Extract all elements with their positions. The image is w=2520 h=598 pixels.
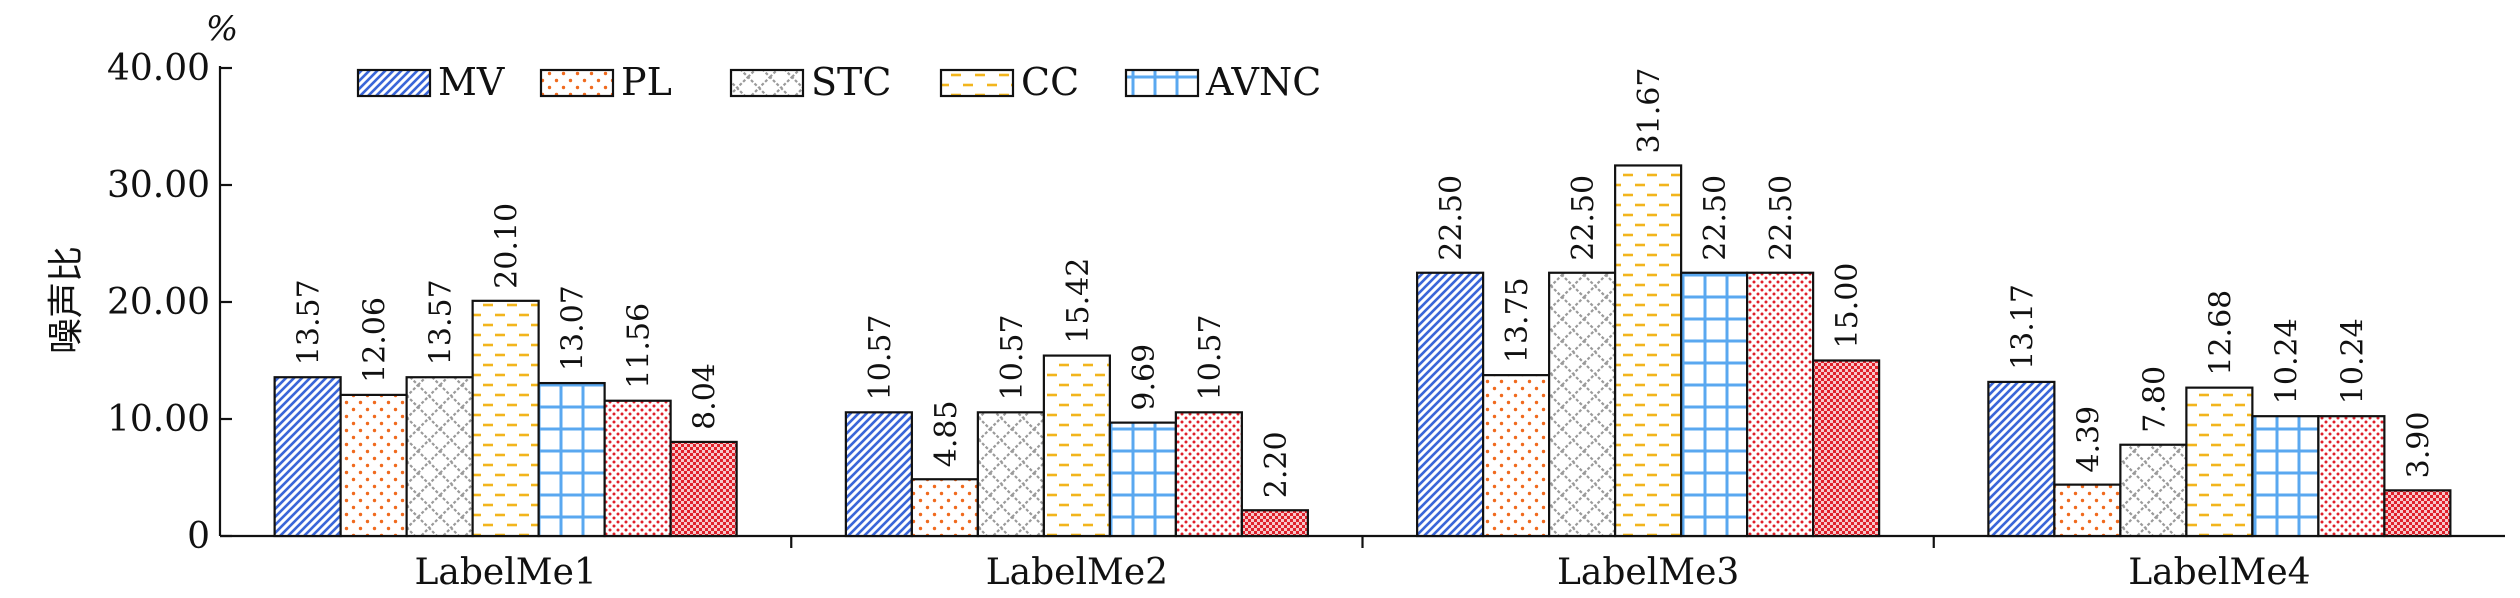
bar — [537, 381, 606, 538]
bar — [471, 299, 540, 538]
bars — [273, 164, 2452, 538]
bar — [1108, 421, 1177, 538]
legend-swatch — [939, 68, 1015, 98]
y-tick-label: 30.00 — [107, 165, 210, 206]
y-axis-title: 噪声比 — [46, 246, 87, 354]
bar-value-label: 4.85 — [929, 400, 964, 467]
legend-label: STC — [811, 60, 891, 104]
legend-label: CC — [1021, 60, 1079, 104]
bar-value-label: 31.67 — [1632, 68, 1667, 154]
legend-swatch — [356, 68, 432, 98]
bar — [1042, 354, 1111, 538]
y-axis: 0 10.00 20.00 30.00 40.00 — [107, 48, 232, 557]
legend-label: PL — [621, 60, 672, 104]
bar — [1416, 271, 1485, 538]
y-tick-label: 10.00 — [107, 399, 210, 440]
bar — [2119, 443, 2188, 538]
legend: MV PL STC CC AVNC — [356, 60, 1321, 104]
data-labels: 13.57 12.06 13.57 20.10 13.07 11.56 8.04 10.57 4… — [292, 68, 2437, 499]
bar-value-label: 22.50 — [1434, 175, 1469, 261]
bar — [2251, 415, 2320, 538]
bar — [976, 411, 1045, 538]
legend-label: MV — [438, 60, 505, 104]
bar-value-label: 8.04 — [688, 363, 723, 430]
y-tick-label: 0 — [187, 516, 210, 557]
bar — [2383, 489, 2452, 538]
legend-swatch — [729, 68, 805, 98]
y-unit-label: % — [206, 9, 238, 49]
bar-value-label: 15.42 — [1061, 258, 1096, 344]
bar-value-label: 10.57 — [863, 314, 898, 400]
bar-value-label: 22.50 — [1698, 175, 1733, 261]
bar-value-label: 15.00 — [1830, 263, 1865, 349]
bar-value-label: 9.69 — [1127, 344, 1162, 411]
bar-value-label: 11.56 — [622, 303, 657, 389]
bar — [1746, 271, 1815, 538]
bar-value-label: 10.24 — [2269, 318, 2304, 404]
bar-value-label: 22.50 — [1764, 175, 1799, 261]
bar-value-label: 10.57 — [995, 314, 1030, 400]
y-tick-label: 20.00 — [107, 282, 210, 323]
x-category-label: LabelMe3 — [1557, 552, 1739, 593]
bar-value-label: 3.90 — [2401, 412, 2436, 479]
bar — [1240, 509, 1309, 538]
legend-label: AVNC — [1205, 60, 1321, 104]
x-category-label: LabelMe2 — [986, 552, 1168, 593]
bar — [1548, 271, 1617, 538]
bar-value-label: 4.39 — [2071, 406, 2106, 473]
x-category-label: LabelMe4 — [2128, 552, 2310, 593]
bar-value-label: 13.57 — [424, 279, 459, 365]
bar — [603, 399, 672, 538]
bar — [2317, 415, 2386, 538]
bar — [910, 478, 979, 538]
bar — [844, 411, 913, 538]
bar — [669, 440, 738, 538]
bar — [1987, 380, 2056, 538]
bar — [1614, 164, 1683, 538]
x-axis: LabelMe1 LabelMe2 LabelMe3 LabelMe4 — [220, 534, 2505, 593]
bar — [1680, 271, 1749, 538]
bar-value-label: 2.20 — [1259, 431, 1294, 498]
bar-value-label: 10.24 — [2335, 318, 2370, 404]
bar — [405, 376, 474, 538]
bar — [273, 376, 342, 538]
bar — [1812, 359, 1881, 538]
bar-value-label: 7.80 — [2137, 366, 2172, 433]
x-category-label: LabelMe1 — [414, 552, 596, 593]
bar-value-label: 13.57 — [292, 279, 327, 365]
bar-value-label: 13.17 — [2005, 284, 2040, 370]
bar-value-label: 10.57 — [1193, 314, 1228, 400]
bar-value-label: 12.06 — [358, 297, 393, 383]
bar-value-label: 20.10 — [490, 203, 525, 289]
bar — [1482, 374, 1551, 538]
y-tick-label: 40.00 — [107, 48, 210, 89]
bar-value-label: 13.75 — [1500, 277, 1535, 363]
bar-value-label: 22.50 — [1566, 175, 1601, 261]
bar — [1174, 411, 1243, 538]
legend-swatch — [539, 68, 615, 98]
bar — [2185, 386, 2254, 538]
bar — [339, 393, 408, 538]
bar — [2053, 483, 2122, 538]
bar-value-label: 13.07 — [556, 285, 591, 371]
bar-value-label: 12.68 — [2203, 290, 2238, 376]
legend-swatch — [1124, 68, 1200, 98]
